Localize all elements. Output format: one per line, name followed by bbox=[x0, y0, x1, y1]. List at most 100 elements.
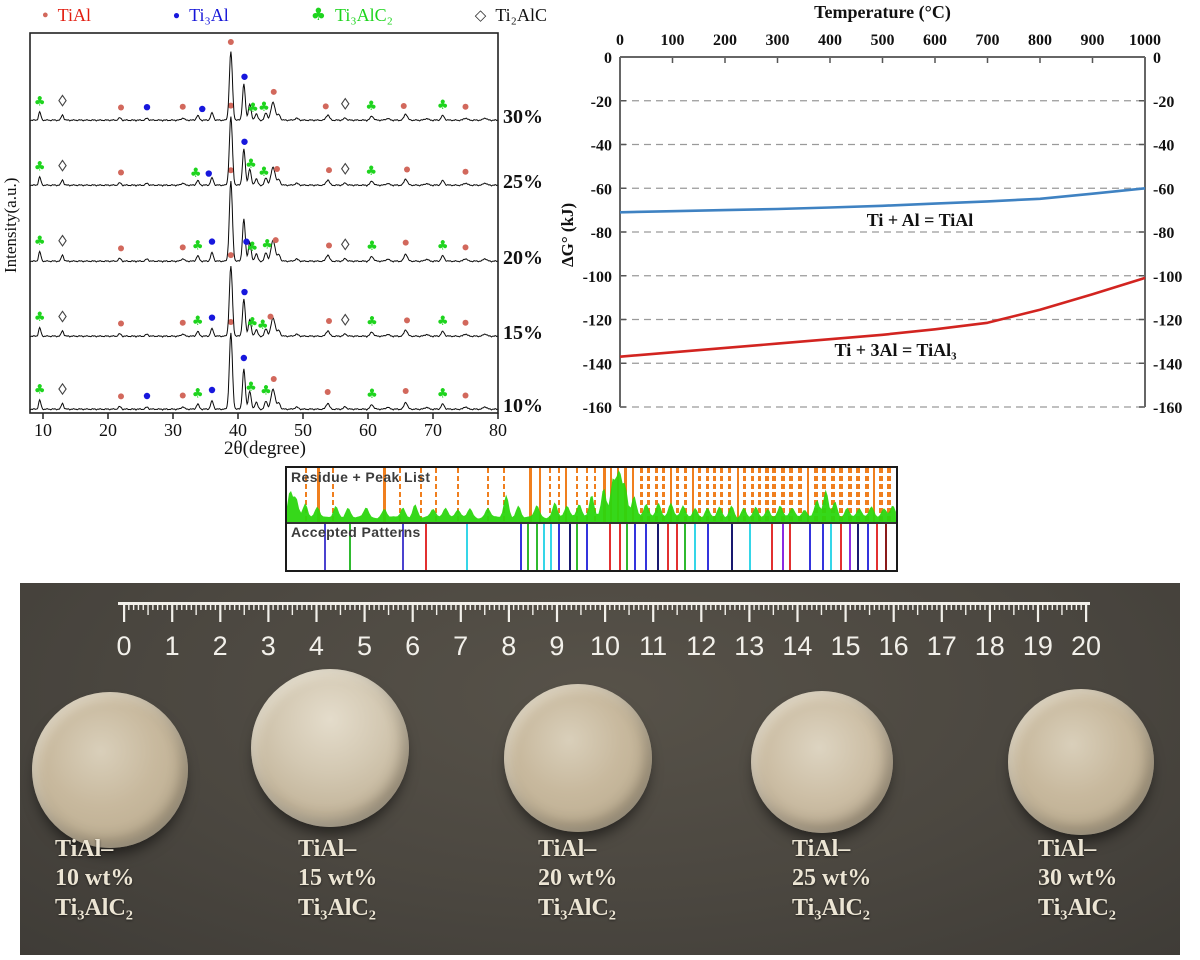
ruler-minor-tick bbox=[806, 602, 808, 610]
ruler-minor-tick bbox=[435, 602, 438, 615]
ruler-minor-tick bbox=[820, 602, 823, 615]
ruler-minor-tick bbox=[642, 602, 645, 610]
sample-label-line: 25 wt% bbox=[792, 865, 872, 892]
ruler-major-tick bbox=[844, 602, 847, 622]
residue-peak-line bbox=[575, 468, 578, 522]
ruler-minor-tick bbox=[282, 602, 284, 610]
ti3alc2-peak-marker-icon: ♣ bbox=[246, 240, 258, 255]
ruler-minor-tick bbox=[729, 602, 731, 610]
ruler-minor-tick bbox=[719, 602, 722, 610]
residue-peak-line bbox=[647, 468, 651, 522]
accepted-pattern-line bbox=[401, 524, 404, 570]
gibbs-x-axis-title: Temperature (°C) bbox=[814, 2, 951, 22]
accepted-pattern-line bbox=[694, 524, 697, 570]
ruler-minor-tick bbox=[570, 602, 573, 610]
sample-label-line: TiAl– bbox=[298, 836, 357, 862]
sample-label-line: Ti₃AlC₂ bbox=[538, 894, 616, 921]
ruler-minor-tick bbox=[291, 602, 294, 615]
ruler-minor-tick bbox=[916, 602, 919, 615]
xrd-trace-25% bbox=[29, 116, 498, 187]
residue-peak-line bbox=[813, 468, 818, 522]
sample-label-line: TiAl– bbox=[1038, 836, 1097, 862]
x-tick-label: 300 bbox=[766, 32, 790, 49]
ruler-minor-tick bbox=[897, 602, 900, 610]
ruler-minor-tick bbox=[488, 602, 491, 610]
ruler-minor-tick bbox=[936, 602, 938, 610]
tial-peak-marker-icon bbox=[227, 167, 234, 174]
residue-peak-line bbox=[797, 468, 802, 522]
ruler-minor-tick bbox=[392, 602, 395, 610]
tial-peak-marker-icon bbox=[322, 103, 329, 110]
sample-disc-30pct bbox=[1008, 689, 1154, 835]
ruler-minor-tick bbox=[320, 602, 322, 610]
y-tick-label-left: -140 bbox=[583, 356, 612, 373]
ruler-minor-tick bbox=[753, 602, 755, 610]
tial-peak-marker-icon bbox=[326, 318, 332, 325]
tial-peak-marker-icon bbox=[118, 245, 124, 252]
ruler-major-tick bbox=[363, 602, 366, 622]
tial-peak-marker-icon bbox=[227, 102, 234, 109]
accepted-pattern-line bbox=[730, 524, 733, 570]
series-label-tial: Ti + Al = TiAl bbox=[866, 210, 974, 230]
ruler-minor-tick bbox=[657, 602, 659, 610]
y-tick-label-left: -20 bbox=[591, 94, 612, 111]
ruler-minor-tick bbox=[132, 602, 135, 610]
tial-peak-marker-icon bbox=[462, 319, 469, 326]
sample-label-line: Ti₃AlC₂ bbox=[298, 894, 376, 921]
ruler-minor-tick bbox=[527, 602, 529, 610]
y-tick-label-left: -100 bbox=[583, 269, 612, 286]
legend-label-ti2alc: Ti₂AlC bbox=[495, 4, 547, 25]
accepted-pattern-line bbox=[585, 524, 588, 570]
sample-disc-10pct bbox=[32, 692, 188, 848]
residue-peak-line bbox=[764, 468, 769, 522]
accepted-pattern-line bbox=[557, 524, 560, 570]
tial-peak-marker-icon bbox=[270, 375, 277, 382]
ti3al-peak-marker-icon bbox=[241, 138, 248, 145]
ruler-minor-tick bbox=[690, 602, 693, 610]
residue-peak-line bbox=[435, 468, 438, 522]
ruler-major-tick bbox=[459, 602, 462, 622]
ruler-minor-tick bbox=[758, 602, 760, 610]
residue-peak-line bbox=[691, 468, 694, 522]
ruler-minor-tick bbox=[551, 602, 553, 610]
trace-label-10pct: 10% bbox=[503, 395, 543, 417]
ruler-minor-tick bbox=[974, 602, 977, 610]
accepted-pattern-line bbox=[608, 524, 611, 570]
accepted-pattern-line bbox=[885, 524, 888, 570]
ruler-minor-tick bbox=[594, 602, 597, 610]
ruler-minor-tick bbox=[618, 602, 621, 610]
ruler-minor-tick bbox=[743, 602, 746, 610]
ruler-major-tick bbox=[940, 602, 943, 622]
ti2alc-peak-marker-icon bbox=[58, 234, 67, 247]
ruler-major-tick bbox=[315, 602, 318, 622]
ruler-minor-tick bbox=[979, 602, 981, 610]
ti3alc2-club-icon: ♣ bbox=[310, 4, 326, 25]
residue-peak-line bbox=[305, 468, 308, 522]
x-tick-label: 500 bbox=[871, 32, 895, 49]
ti3alc2-peak-marker-icon: ♣ bbox=[34, 310, 46, 325]
ti3al-peak-marker-icon bbox=[199, 105, 206, 113]
ruler-number: 9 bbox=[549, 631, 564, 661]
trace-label-15pct: 15% bbox=[503, 322, 543, 344]
ruler-minor-tick bbox=[791, 602, 794, 610]
ruler-minor-tick bbox=[811, 602, 813, 610]
ruler-minor-tick bbox=[686, 602, 688, 610]
sample-label-line: TiAl– bbox=[538, 836, 597, 862]
tial-peak-marker-icon bbox=[179, 392, 186, 399]
x-tick-label: 60 bbox=[359, 420, 377, 440]
ti2alc-diamond-icon: ◇ bbox=[474, 5, 487, 24]
ruler-minor-tick bbox=[166, 602, 168, 610]
trace-label-20pct: 20% bbox=[503, 247, 543, 269]
accepted-pattern-line bbox=[875, 524, 878, 570]
ruler-minor-tick bbox=[1027, 602, 1029, 610]
ruler-minor-tick bbox=[368, 602, 371, 610]
tial-peak-marker-icon bbox=[118, 393, 124, 400]
ruler-minor-tick bbox=[647, 602, 649, 610]
ruler-minor-tick bbox=[724, 602, 726, 615]
ruler-minor-tick bbox=[1008, 602, 1010, 610]
tial-peak-marker-icon bbox=[227, 252, 234, 259]
ruler-minor-tick bbox=[666, 602, 669, 610]
ruler-minor-tick bbox=[325, 602, 327, 610]
ti2alc-peak-marker-icon bbox=[58, 94, 67, 107]
